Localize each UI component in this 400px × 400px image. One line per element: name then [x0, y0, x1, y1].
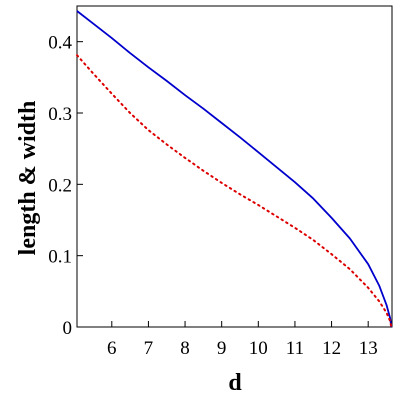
- y-tick-label: 0: [63, 318, 73, 339]
- series-layer: [76, 10, 393, 328]
- x-tick-label: 7: [144, 338, 154, 359]
- x-axis-ticks: 6 7 8 9 10 11 12 13: [107, 321, 378, 359]
- y-tick-label: 0.1: [48, 247, 72, 268]
- x-tick-label: 8: [180, 338, 190, 359]
- x-tick-label: 10: [249, 338, 268, 359]
- y-axis-ticks: 0 0.1 0.2 0.3 0.4: [48, 33, 83, 339]
- x-tick-label: 12: [322, 338, 341, 359]
- y-axis-title: length & width: [15, 101, 41, 256]
- x-axis-title: d: [228, 370, 242, 396]
- y-tick-label: 0.2: [48, 175, 72, 196]
- x-tick-label: 11: [286, 338, 304, 359]
- x-tick-label: 13: [359, 338, 378, 359]
- series-line-2: [76, 54, 393, 328]
- y-tick-label: 0.4: [48, 33, 72, 54]
- y-tick-label: 0.3: [48, 104, 72, 125]
- plot-frame: [76, 5, 393, 328]
- series-line-1: [76, 10, 393, 328]
- x-tick-label: 9: [217, 338, 227, 359]
- plot-border: [76, 5, 393, 328]
- x-tick-label: 6: [107, 338, 117, 359]
